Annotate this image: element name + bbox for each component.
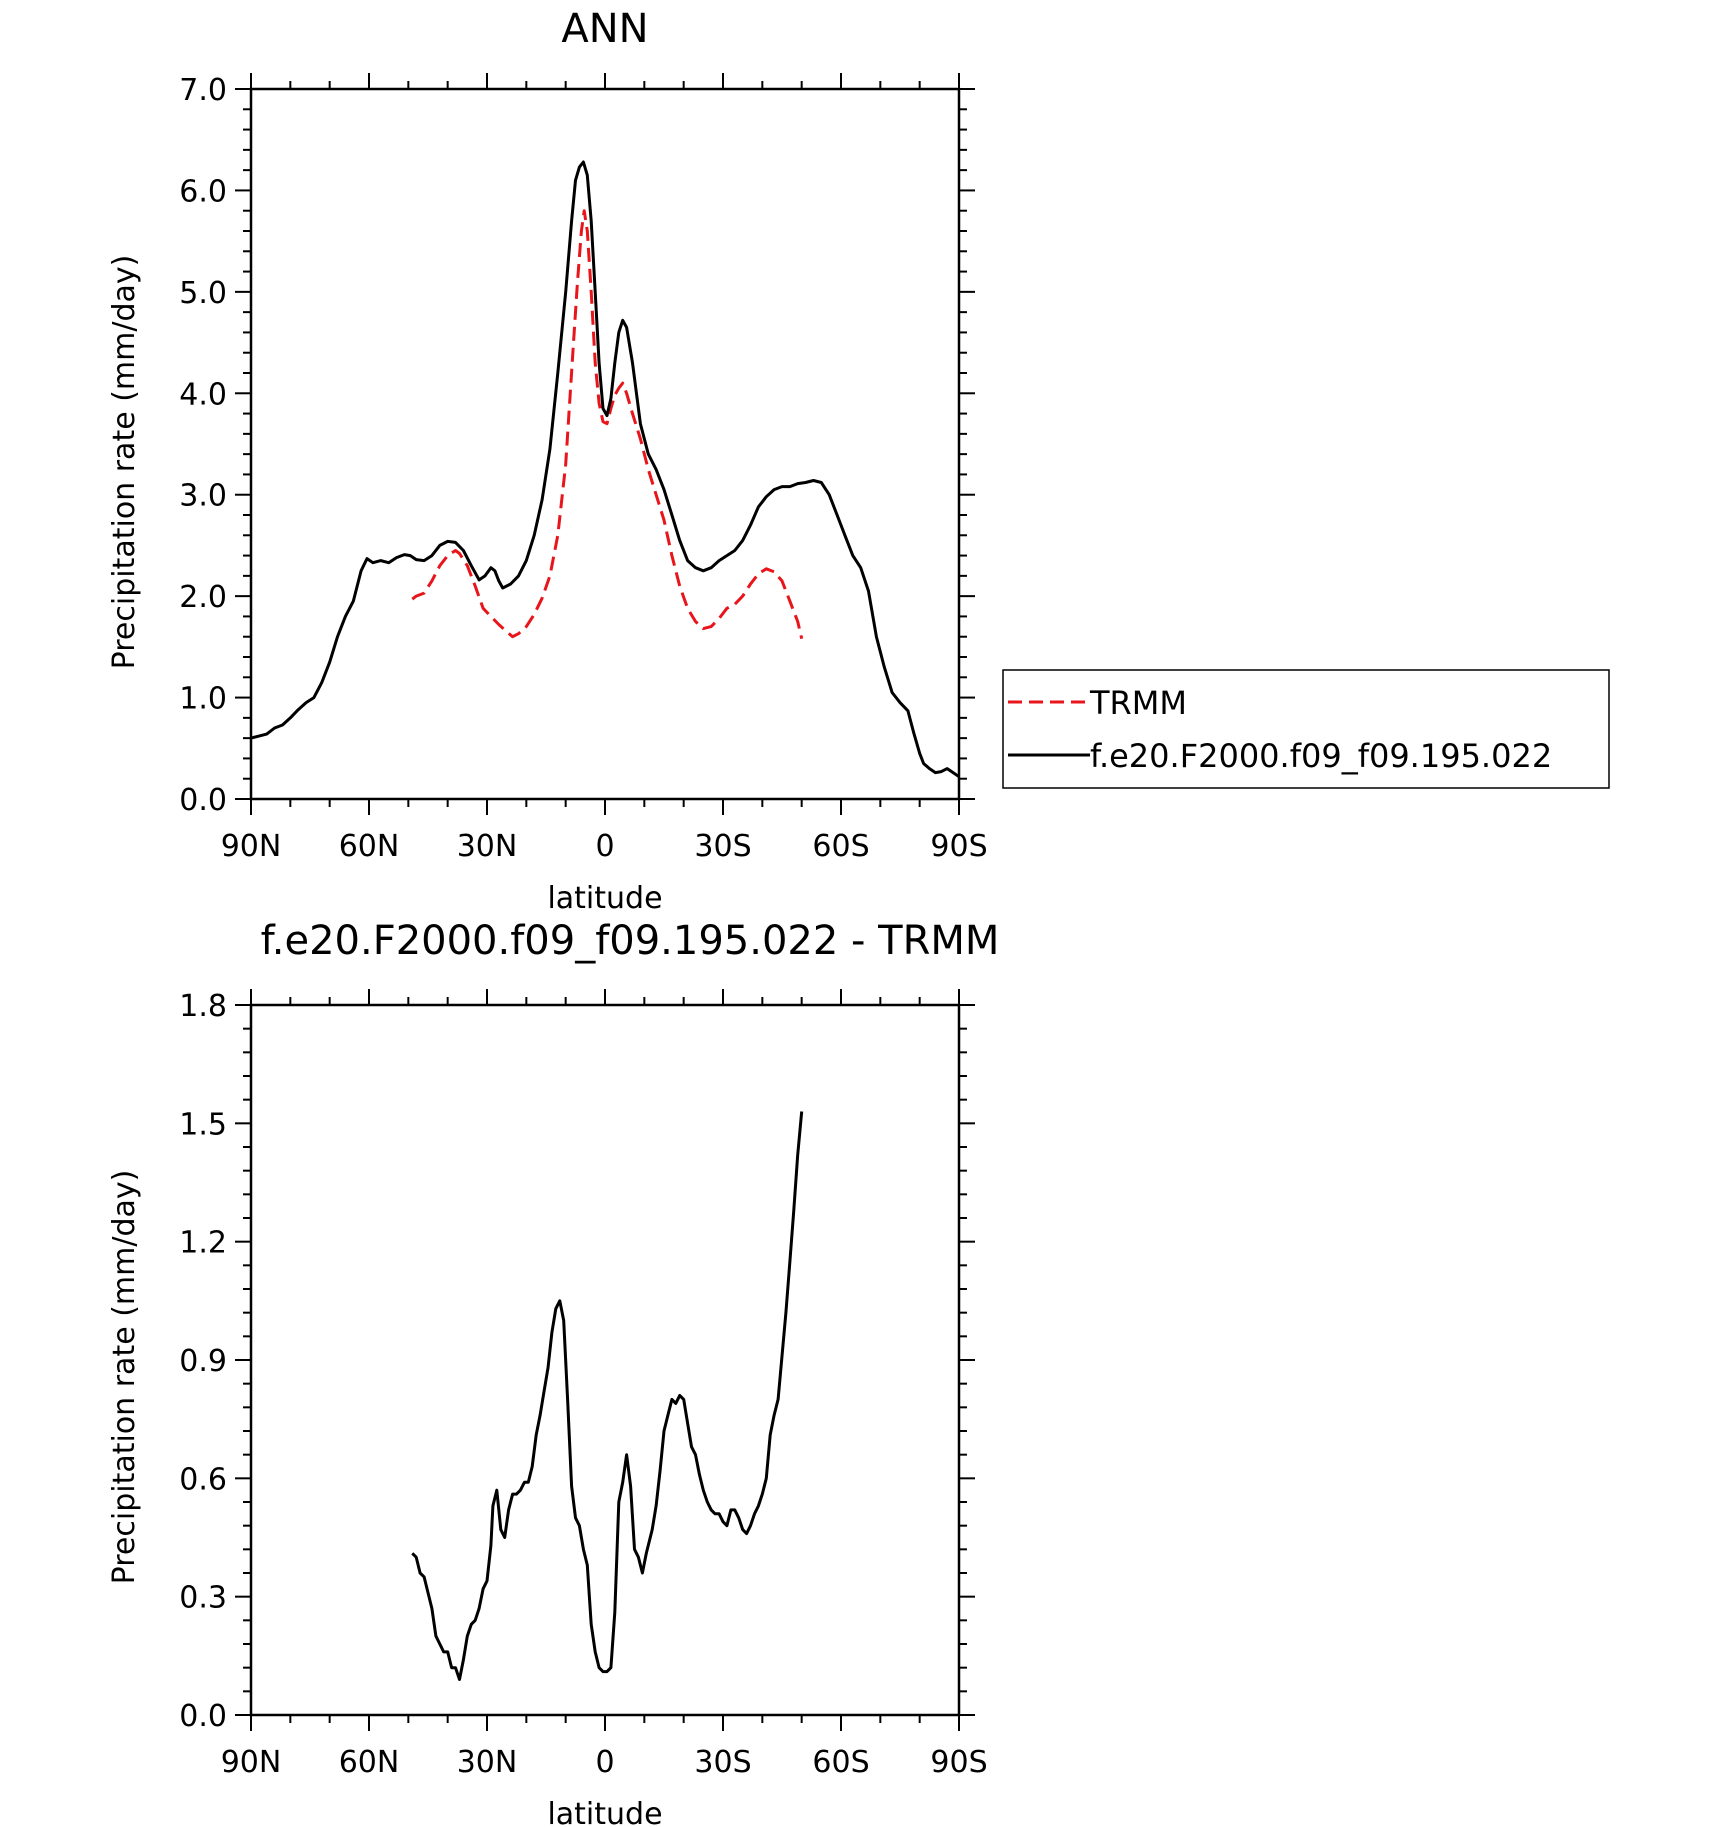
y-tick-label: 0.6 [179,1462,227,1497]
y-axis-label: Precipitation rate (mm/day) [107,255,142,670]
y-tick-label: 4.0 [179,377,227,412]
y-tick-label: 0.0 [179,1699,227,1734]
chart-panel-difference: f.e20.F2000.f09_f09.195.022 - TRMM latit… [107,918,999,1827]
x-tick-label: 30N [457,1745,518,1780]
y-tick-label: 0.3 [179,1581,227,1616]
y-tick-label: 7.0 [179,73,227,108]
plot-frame [249,1003,961,1717]
x-tick-label: 0 [595,829,614,864]
y-tick-label: 1.8 [179,989,227,1024]
legend-box [1002,669,1610,789]
legend: TRMM f.e20.F2000.f09_f09.195.022 [1002,669,1610,789]
legend-label-trmm: TRMM [1089,684,1187,722]
x-tick-label: 90S [930,829,987,864]
plot-area: 0.0 1.0 2.0 3.0 4.0 5.0 6.0 7.0 90N 60N 30N 0 30S 60S… [179,73,988,864]
y-tick-label: 1.0 [179,682,227,717]
y-tick-label: 0.9 [179,1344,227,1379]
x-tick-label: 90S [930,1745,987,1780]
x-axis-label: latitude [547,881,662,916]
x-tick-label: 0 [595,1745,614,1780]
x-tick-label: 90N [221,829,282,864]
x-tick-label: 30S [694,1745,751,1780]
legend-label-model: f.e20.F2000.f09_f09.195.022 [1090,737,1552,775]
series-line-difference [411,1111,804,1681]
series-line-f-e20-f2000-f09-f09-195-022 [250,160,960,778]
chart-title: f.e20.F2000.f09_f09.195.022 - TRMM [261,918,1000,964]
x-axis-label: latitude [547,1797,662,1827]
x-tick-label: 60N [339,1745,400,1780]
y-axis-label: Precipitation rate (mm/day) [107,1170,142,1585]
plot-frame [249,87,961,801]
y-tick-label: 1.5 [179,1107,227,1142]
x-tick-label: 60N [339,829,400,864]
y-tick-label: 5.0 [179,276,227,311]
x-tick-label: 30S [694,829,751,864]
x-tick-label: 60S [812,829,869,864]
x-tick-label: 60S [812,1745,869,1780]
y-tick-label: 6.0 [179,174,227,209]
chart-title: ANN [561,6,648,52]
x-tick-label: 30N [457,829,518,864]
y-tick-label: 0.0 [179,783,227,818]
chart-panel-ann: ANN latitude Precipitation rate (mm/day)… [107,6,988,916]
series-line-trmm [411,209,804,640]
y-tick-label: 3.0 [179,479,227,514]
x-tick-label: 90N [221,1745,282,1780]
y-tick-label: 1.2 [179,1226,227,1261]
plot-area: 0.0 0.3 0.6 0.9 1.2 1.5 1.8 90N 60N 30N 0 30S 60S 90S [179,989,988,1780]
y-tick-label: 2.0 [179,580,227,615]
